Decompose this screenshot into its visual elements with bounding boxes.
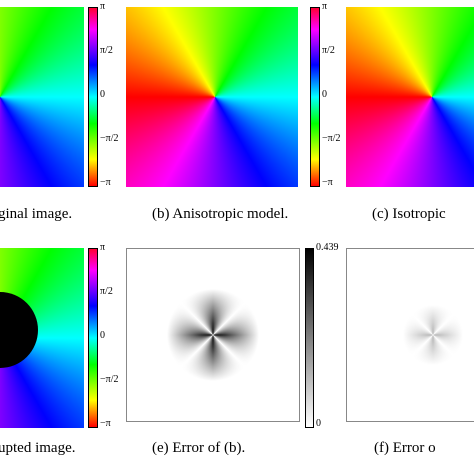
colorbar-label: 0	[100, 330, 105, 341]
image-a	[0, 7, 84, 187]
image-f	[346, 248, 474, 422]
colorbar-label: π/2	[100, 45, 113, 56]
colorbar-label: −π	[100, 418, 111, 429]
colorbar-label: π	[100, 242, 106, 253]
colorbar	[88, 248, 98, 428]
colorbar-label: −π	[100, 177, 111, 188]
image-b	[126, 7, 298, 187]
corrupted-region	[0, 292, 38, 368]
colorbar-label: 0	[316, 418, 321, 429]
colorbar-label: −π/2	[100, 374, 119, 385]
colorbar-label: −π/2	[322, 133, 341, 144]
caption: (c) Isotropic	[372, 206, 446, 222]
caption: (e) Error of (b).	[152, 440, 246, 456]
colorbar-label: 0	[100, 89, 105, 100]
colorbar-label: π/2	[322, 45, 335, 56]
caption: (b) Anisotropic model.	[152, 206, 289, 222]
caption: upted image.	[0, 440, 76, 456]
colorbar-label: 0.439	[316, 242, 339, 253]
colorbar	[310, 7, 320, 187]
image-c	[346, 7, 474, 187]
caption: (f) Error o	[374, 440, 436, 456]
colorbar	[305, 248, 314, 428]
colorbar-label: π	[100, 1, 106, 12]
image-d	[0, 248, 84, 428]
colorbar-label: 0	[322, 89, 327, 100]
colorbar-label: π	[322, 1, 328, 12]
colorbar-label: −π	[322, 177, 333, 188]
colorbar	[88, 7, 98, 187]
caption: ginal image.	[0, 206, 73, 222]
colorbar-label: −π/2	[100, 133, 119, 144]
colorbar-label: π/2	[100, 286, 113, 297]
image-e	[126, 248, 300, 422]
